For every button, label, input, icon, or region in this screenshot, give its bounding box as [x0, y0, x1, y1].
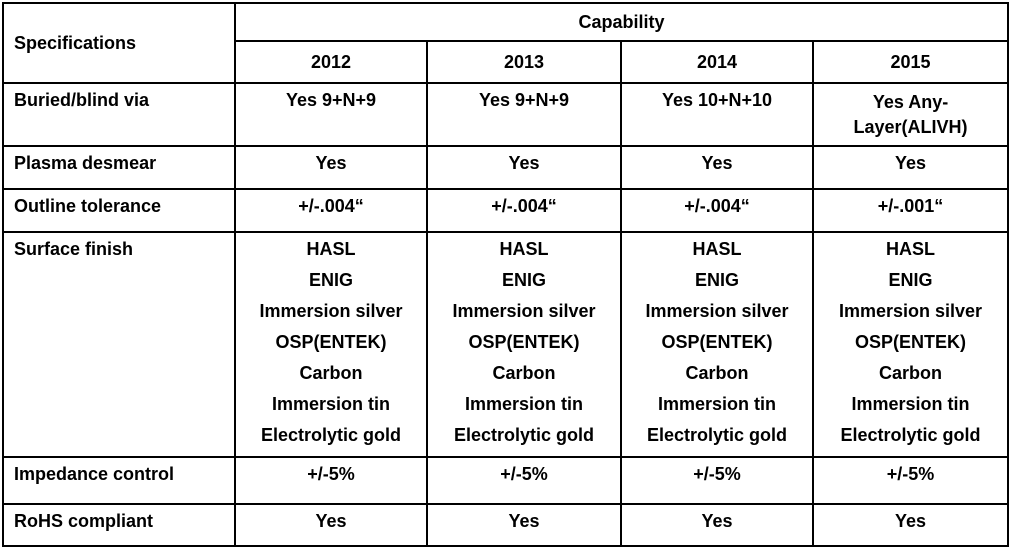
list-item: Carbon	[879, 363, 943, 383]
cell-value: Yes 10+N+10	[620, 82, 814, 147]
list-item: Immersion tin	[271, 394, 391, 414]
specifications-header: Specifications	[2, 2, 236, 84]
cell-value: +/-5%	[620, 456, 814, 505]
cell-value: Yes	[811, 145, 1010, 190]
list-item: OSP(ENTEK)	[468, 332, 580, 352]
cell-value: +/-5%	[811, 456, 1010, 505]
list-item: OSP(ENTEK)	[661, 332, 773, 352]
surface-finish-list: HASL ENIG Immersion silver OSP(ENTEK) Ca…	[234, 231, 428, 458]
list-item: Immersion silver	[645, 301, 789, 321]
cell-value: +/-.004“	[620, 188, 814, 233]
surface-finish-list: HASL ENIG Immersion silver OSP(ENTEK) Ca…	[811, 231, 1010, 458]
list-item: ENIG	[694, 270, 739, 290]
list-item: Electrolytic gold	[453, 425, 595, 445]
cell-value: +/-5%	[426, 456, 622, 505]
cell-value: Yes	[426, 145, 622, 190]
cell-value: +/-.004“	[426, 188, 622, 233]
year-header-2014: 2014	[620, 40, 814, 84]
list-item: Electrolytic gold	[260, 425, 402, 445]
list-item: Carbon	[299, 363, 363, 383]
table-row: Surface finish HASL ENIG Immersion silve…	[2, 231, 1010, 458]
list-item: Immersion tin	[851, 394, 970, 414]
list-item: Carbon	[492, 363, 556, 383]
cell-value: +/-5%	[234, 456, 428, 505]
list-item: OSP(ENTEK)	[855, 332, 967, 352]
list-item: Immersion silver	[452, 301, 596, 321]
row-label-buried-blind-via: Buried/blind via	[2, 82, 236, 147]
list-item: ENIG	[501, 270, 546, 290]
list-item: Immersion tin	[657, 394, 777, 414]
list-item: HASL	[886, 239, 936, 259]
list-item: Immersion silver	[838, 301, 983, 321]
header-row-years: 2012 2013 2014 2015	[3, 40, 1010, 84]
cell-value: Yes	[426, 503, 622, 547]
cell-value: Yes Any-Layer(ALIVH)	[811, 82, 1010, 147]
list-item: Electrolytic gold	[646, 425, 788, 445]
cell-value: Yes 9+N+9	[426, 82, 622, 147]
table-row: Impedance control +/-5% +/-5% +/-5% +/-5…	[2, 456, 1010, 505]
year-header-2013: 2013	[426, 40, 622, 84]
cell-value: Yes	[234, 503, 428, 547]
table-row: Outline tolerance +/-.004“ +/-.004“ +/-.…	[2, 188, 1010, 233]
list-item: HASL	[306, 239, 356, 259]
list-item: ENIG	[888, 270, 933, 290]
row-label-plasma-desmear: Plasma desmear	[2, 145, 236, 190]
list-item: OSP(ENTEK)	[275, 332, 387, 352]
cell-value: Yes	[620, 145, 814, 190]
row-label-outline-tolerance: Outline tolerance	[2, 188, 236, 233]
cell-value: Yes	[234, 145, 428, 190]
surface-finish-list: HASL ENIG Immersion silver OSP(ENTEK) Ca…	[426, 231, 622, 458]
table-row: Plasma desmear Yes Yes Yes Yes	[2, 145, 1010, 190]
list-item: Immersion tin	[464, 394, 584, 414]
list-item: Electrolytic gold	[840, 425, 981, 445]
list-item: Carbon	[685, 363, 749, 383]
header-row-1: Specifications Capability	[2, 2, 1010, 84]
list-item: HASL	[499, 239, 549, 259]
row-label-rohs-compliant: RoHS compliant	[2, 503, 236, 547]
year-header-2012: 2012	[234, 40, 428, 84]
row-label-surface-finish: Surface finish	[2, 231, 236, 458]
table-row: Buried/blind via Yes 9+N+9 Yes 9+N+9 Yes…	[2, 82, 1010, 147]
surface-finish-list: HASL ENIG Immersion silver OSP(ENTEK) Ca…	[620, 231, 814, 458]
cell-value: Yes	[811, 503, 1010, 547]
list-item: Immersion silver	[259, 301, 403, 321]
list-item: ENIG	[308, 270, 353, 290]
row-label-impedance-control: Impedance control	[2, 456, 236, 505]
cell-value: +/-.004“	[234, 188, 428, 233]
capability-header: Capability	[233, 2, 1010, 42]
year-header-2015: 2015	[811, 40, 1010, 84]
cell-value: +/-.001“	[811, 188, 1010, 233]
cell-value: Yes 9+N+9	[234, 82, 428, 147]
table-row: RoHS compliant Yes Yes Yes Yes	[2, 503, 1010, 547]
list-item: HASL	[692, 239, 742, 259]
cell-value: Yes	[620, 503, 814, 547]
